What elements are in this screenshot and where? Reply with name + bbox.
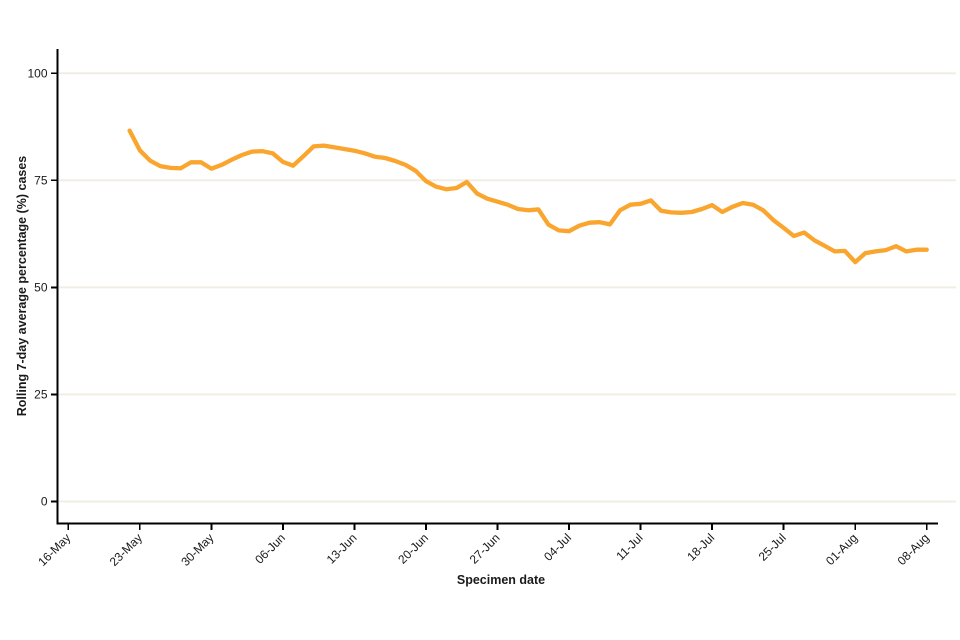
x-tick-label-01-Aug: 01-Aug	[823, 531, 860, 568]
x-tick-label-08-Aug: 08-Aug	[895, 531, 932, 568]
x-tick-label-11-Jul: 11-Jul	[613, 531, 645, 563]
y-tick-label-75: 75	[34, 173, 48, 187]
x-tick-label-13-Jun: 13-Jun	[324, 531, 360, 567]
x-tick-label-23-May: 23-May	[107, 531, 145, 569]
x-axis-title: Specimen date	[457, 573, 545, 587]
x-tick-label-20-Jun: 20-Jun	[395, 531, 431, 567]
x-tick-label-27-Jun: 27-Jun	[467, 531, 503, 567]
x-tick-label-16-May: 16-May	[35, 531, 73, 569]
y-tick-label-100: 100	[27, 66, 47, 80]
y-tick-label-25: 25	[34, 388, 48, 402]
data-line	[127, 128, 929, 265]
x-tick-label-18-Jul: 18-Jul	[684, 531, 717, 564]
axes: 0 25 50 75 100 16-May 23-May 30-May 06-Jun 13-Jun…	[27, 49, 938, 569]
y-axis-title: Rolling 7-day average percentage (%) cas…	[15, 156, 29, 417]
x-tick-label-30-May: 30-May	[178, 531, 216, 569]
x-tick-label-25-Jul: 25-Jul	[756, 531, 789, 564]
x-tick-label-04-Jul: 04-Jul	[541, 531, 574, 564]
y-tick-label-0: 0	[41, 495, 48, 509]
chart-layers: 0 25 50 75 100 16-May 23-May 30-May 06-Jun 13-Jun…	[27, 49, 956, 569]
x-tick-label-06-Jun: 06-Jun	[252, 531, 288, 567]
gridlines	[59, 72, 956, 503]
y-tick-label-50: 50	[34, 281, 48, 295]
